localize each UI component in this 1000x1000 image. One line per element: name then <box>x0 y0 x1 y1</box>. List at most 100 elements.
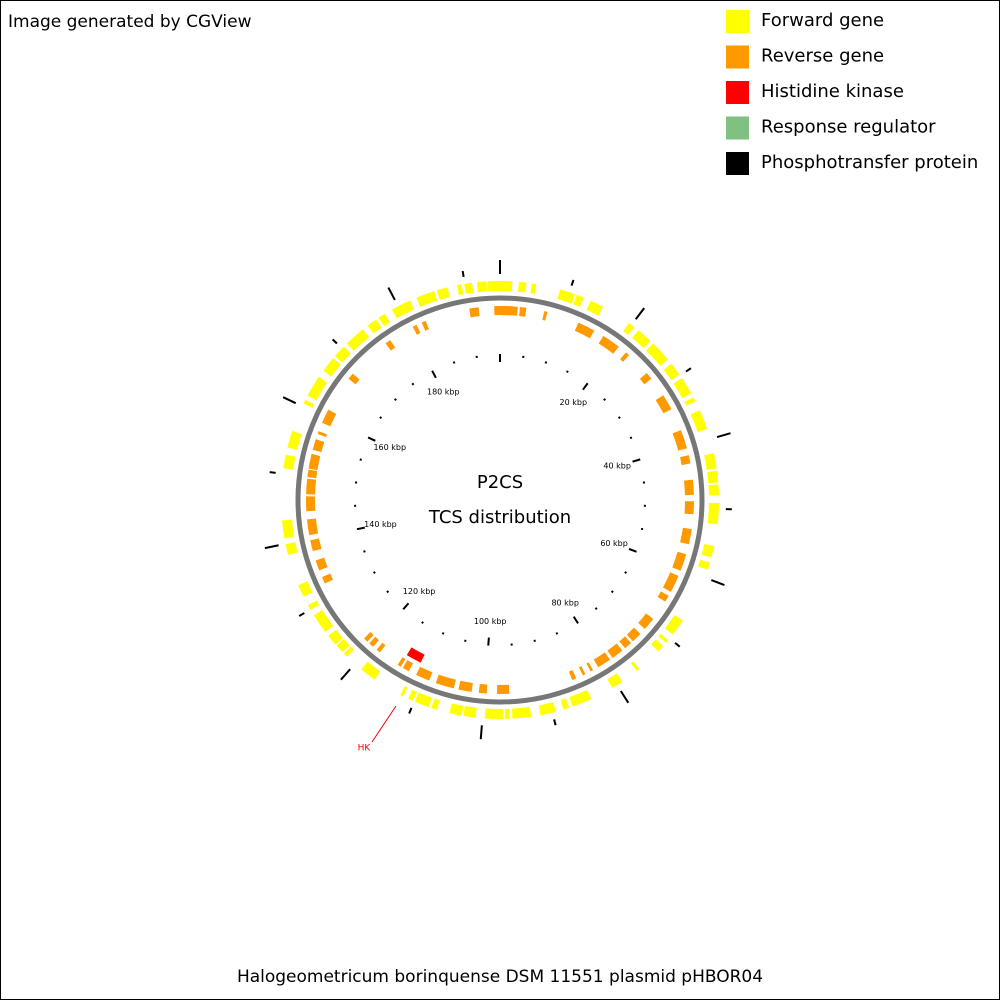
outer-tick <box>619 690 630 704</box>
reverse-gene <box>306 496 316 512</box>
forward-gene <box>530 283 537 294</box>
forward-gene <box>658 633 669 643</box>
ruler-label: 100 kbp <box>474 617 507 626</box>
legend-swatch <box>726 116 749 140</box>
forward-gene <box>651 639 664 652</box>
reverse-gene <box>421 320 429 331</box>
reverse-gene <box>348 373 360 385</box>
reverse-gene <box>469 307 480 318</box>
outer-tick <box>634 307 645 320</box>
ruler-label: 40 kbp <box>603 462 631 471</box>
reverse-gene <box>672 430 687 451</box>
reverse-gene <box>321 573 334 584</box>
forward-gene <box>673 378 692 399</box>
reverse-gene <box>397 657 406 667</box>
ruler-label: 20 kbp <box>560 398 588 407</box>
ruler-tick <box>379 416 383 420</box>
ruler-tick <box>555 632 559 635</box>
forward-gene <box>285 542 298 555</box>
forward-gene <box>283 454 296 470</box>
forward-gene <box>336 639 350 653</box>
forward-gene <box>408 689 417 701</box>
forward-gene <box>484 708 504 719</box>
forward-gene <box>630 661 640 671</box>
outer-tick <box>340 668 351 681</box>
forward-gene <box>511 706 532 719</box>
ruler-label: 80 kbp <box>551 599 579 608</box>
reverse-gene <box>315 557 328 571</box>
legend-label: Histidine kinase <box>761 81 904 102</box>
legend-label: Response regulator <box>761 117 936 138</box>
outer-tick <box>298 612 305 617</box>
reverse-gene <box>655 395 672 414</box>
forward-gene <box>307 376 328 401</box>
reverse-gene <box>639 373 652 385</box>
ruler-tick <box>629 436 633 440</box>
reverse-gene <box>494 305 512 316</box>
forward-gene <box>367 319 382 334</box>
ruler-tick <box>421 621 424 624</box>
reverse-gene <box>435 674 456 689</box>
forward-gene <box>307 600 320 610</box>
outer-tick <box>331 338 338 345</box>
reverse-gene <box>568 670 577 681</box>
reverse-gene <box>369 636 380 647</box>
forward-gene <box>690 410 708 433</box>
legend-label: Forward gene <box>761 10 884 31</box>
forward-gene <box>287 430 302 450</box>
forward-gene <box>518 281 527 293</box>
forward-gene <box>557 289 575 304</box>
forward-gene <box>560 698 570 710</box>
ruler-tick <box>386 590 390 594</box>
forward-gene <box>704 453 717 470</box>
backbone <box>295 295 705 705</box>
reverse-gene <box>542 311 548 321</box>
outer-tick <box>264 544 279 550</box>
ruler-tick <box>359 458 362 461</box>
outer-tick <box>553 719 557 726</box>
forward-gene <box>323 358 341 377</box>
forward-gene <box>698 559 710 570</box>
outer-tick <box>570 279 575 286</box>
legend-swatch <box>726 10 749 33</box>
ruler-label: 60 kbp <box>600 539 628 548</box>
center-title: P2CS <box>477 472 523 493</box>
forward-gene <box>476 281 487 293</box>
reverse-gene <box>306 518 319 536</box>
reverse-gene <box>306 478 317 495</box>
ruler-tick <box>394 398 397 401</box>
reverse-gene <box>364 632 374 642</box>
forward-gene <box>378 313 391 327</box>
reverse-gene <box>308 453 321 471</box>
ruler-label: 120 kbp <box>403 587 436 596</box>
ruler-tick <box>582 382 589 391</box>
reverse-gene <box>402 660 414 672</box>
forward-gene <box>456 284 464 296</box>
ruler-tick <box>632 458 641 463</box>
reverse-gene <box>683 479 694 496</box>
forward-gene <box>504 708 510 719</box>
reverse-gene <box>310 538 322 552</box>
reverse-gene <box>307 469 318 479</box>
center-subtitle: TCS distribution <box>428 507 571 528</box>
legend: Forward gene Reverse gene Histidine kinase… <box>726 10 978 175</box>
ruler-tick <box>487 637 490 646</box>
forward-gene <box>361 661 381 680</box>
reverse-gene <box>312 439 325 453</box>
forward-gene <box>463 706 477 718</box>
reverse-gene <box>458 680 473 692</box>
ruler-tick <box>367 436 376 442</box>
forward-gene <box>343 646 355 657</box>
ruler-tick <box>594 607 598 610</box>
ruler-tick <box>363 550 366 553</box>
outer-tick <box>710 579 725 587</box>
forward-gene <box>400 686 408 697</box>
ruler-tick <box>402 602 410 610</box>
reverse-gene <box>593 652 610 668</box>
reverse-gene <box>662 572 679 592</box>
forward-gene <box>646 343 668 366</box>
forward-gene <box>663 363 680 381</box>
reverse-gene <box>574 322 595 339</box>
ruler-tick <box>452 361 456 364</box>
